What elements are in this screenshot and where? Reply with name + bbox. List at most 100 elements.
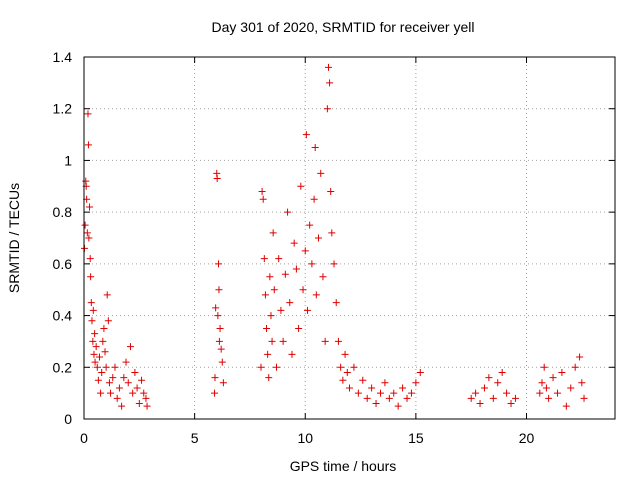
- data-point: [332, 299, 340, 307]
- data-point: [385, 394, 393, 402]
- data-point: [98, 368, 106, 376]
- data-point: [301, 247, 309, 255]
- data-point: [284, 208, 292, 216]
- data-point: [99, 337, 107, 345]
- data-point: [92, 343, 100, 351]
- data-point: [381, 379, 389, 387]
- data-point: [131, 368, 139, 376]
- axis-ticks: 0 0.2 0.4 0.6 0.8 1 1.2 1.4 0 5 10 15 20: [53, 49, 615, 446]
- y-tick-label: 0.8: [53, 204, 73, 220]
- y-tick-label: 0: [64, 411, 72, 427]
- data-point: [258, 187, 266, 195]
- data-point: [354, 389, 362, 397]
- data-point: [485, 374, 493, 382]
- data-point: [571, 363, 579, 371]
- data-point: [323, 105, 331, 113]
- data-point: [103, 291, 111, 299]
- data-point: [219, 379, 227, 387]
- data-point: [553, 389, 561, 397]
- data-point: [297, 182, 305, 190]
- data-point: [270, 286, 278, 294]
- data-point: [217, 345, 225, 353]
- data-point: [507, 399, 515, 407]
- data-point: [337, 363, 345, 371]
- data-point: [95, 353, 103, 361]
- data-point: [302, 131, 310, 139]
- data-point: [212, 304, 220, 312]
- data-point: [330, 260, 338, 268]
- y-tick-label: 1.2: [53, 101, 73, 117]
- data-point: [536, 389, 544, 397]
- data-point: [538, 379, 546, 387]
- data-point: [315, 234, 323, 242]
- data-point: [334, 337, 342, 345]
- data-point: [272, 363, 280, 371]
- data-point: [319, 273, 327, 281]
- data-point: [343, 368, 351, 376]
- data-point: [257, 363, 265, 371]
- data-point: [105, 379, 113, 387]
- data-point: [90, 350, 98, 358]
- data-point: [407, 389, 415, 397]
- data-point: [140, 389, 148, 397]
- data-point: [376, 389, 384, 397]
- y-tick-label: 0.4: [53, 308, 73, 324]
- data-point: [480, 384, 488, 392]
- data-point: [122, 358, 130, 366]
- data-point: [214, 312, 222, 320]
- data-point: [321, 337, 329, 345]
- y-tick-label: 1.4: [53, 49, 73, 65]
- data-point: [89, 306, 97, 314]
- data-point: [111, 363, 119, 371]
- data-point: [259, 195, 267, 203]
- data-point: [107, 389, 115, 397]
- data-point: [268, 337, 276, 345]
- data-point: [312, 291, 320, 299]
- x-tick-label: 10: [297, 430, 313, 446]
- x-tick-label: 0: [80, 430, 88, 446]
- data-point: [129, 389, 137, 397]
- data-point: [390, 389, 398, 397]
- data-point: [104, 317, 112, 325]
- data-point: [138, 376, 146, 384]
- data-point: [489, 394, 497, 402]
- data-point: [109, 374, 117, 382]
- data-point: [363, 394, 371, 402]
- data-point: [310, 195, 318, 203]
- data-point: [290, 239, 298, 247]
- data-point: [359, 376, 367, 384]
- data-point: [306, 221, 314, 229]
- data-point: [91, 330, 99, 338]
- data-point: [216, 325, 224, 332]
- data-point: [133, 384, 141, 392]
- data-point: [350, 363, 358, 371]
- data-points: [80, 63, 588, 410]
- data-point: [295, 325, 303, 332]
- data-point: [326, 79, 334, 87]
- data-point: [558, 368, 566, 376]
- data-point: [288, 350, 296, 358]
- data-point: [124, 379, 132, 387]
- data-point: [494, 379, 502, 387]
- data-point: [567, 384, 575, 392]
- y-tick-label: 0.6: [53, 256, 73, 272]
- data-point: [101, 348, 109, 356]
- data-point: [81, 221, 89, 229]
- data-point: [299, 286, 307, 294]
- y-tick-label: 1: [64, 152, 72, 168]
- data-point: [498, 368, 506, 376]
- data-point: [346, 384, 353, 392]
- data-point: [511, 394, 519, 402]
- x-tick-label: 20: [519, 430, 535, 446]
- data-point: [215, 337, 223, 345]
- data-point: [467, 394, 475, 402]
- data-point: [327, 187, 335, 195]
- data-point: [215, 286, 223, 294]
- data-point: [308, 260, 316, 268]
- data-point: [549, 374, 557, 382]
- data-point: [416, 368, 424, 376]
- data-point: [394, 402, 402, 410]
- data-point: [83, 229, 91, 237]
- data-point: [540, 363, 548, 371]
